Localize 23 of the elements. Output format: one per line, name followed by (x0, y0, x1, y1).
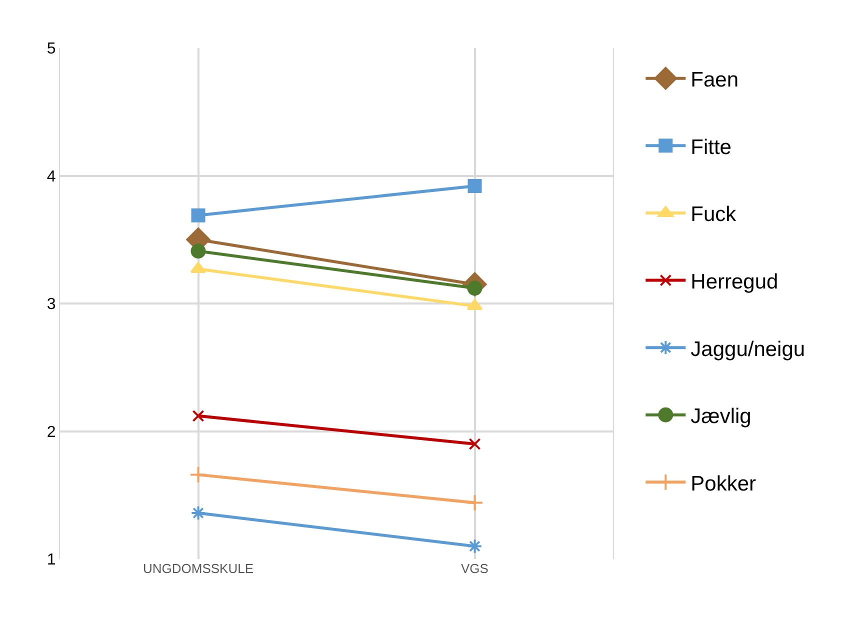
point (468, 438, 481, 450)
point (468, 178, 482, 193)
point (467, 538, 482, 554)
legend-label: Jævlig (690, 405, 752, 428)
legend-label: Jaggu/neigu (690, 338, 806, 361)
x-tick-label: UNGDOMSSKULE (142, 561, 254, 576)
y-tick-label: 4 (46, 168, 56, 186)
y-tick-label: 1 (46, 552, 56, 569)
y-tick-label: 3 (46, 296, 56, 314)
legend-label: Pokker (690, 472, 756, 496)
point (190, 244, 206, 259)
x-tick-label: VGS (461, 561, 489, 576)
legend-label: Fuck (690, 203, 737, 226)
point (192, 410, 204, 422)
legend-label: Herregud (690, 270, 778, 294)
point (191, 208, 206, 222)
y-tick-label: 5 (46, 40, 56, 58)
y-tick-label: 2 (46, 424, 56, 441)
legend-label: Faen (690, 68, 739, 92)
point (466, 494, 484, 512)
point (190, 505, 206, 521)
point (190, 466, 207, 484)
legend-label: Fitte (690, 136, 732, 159)
